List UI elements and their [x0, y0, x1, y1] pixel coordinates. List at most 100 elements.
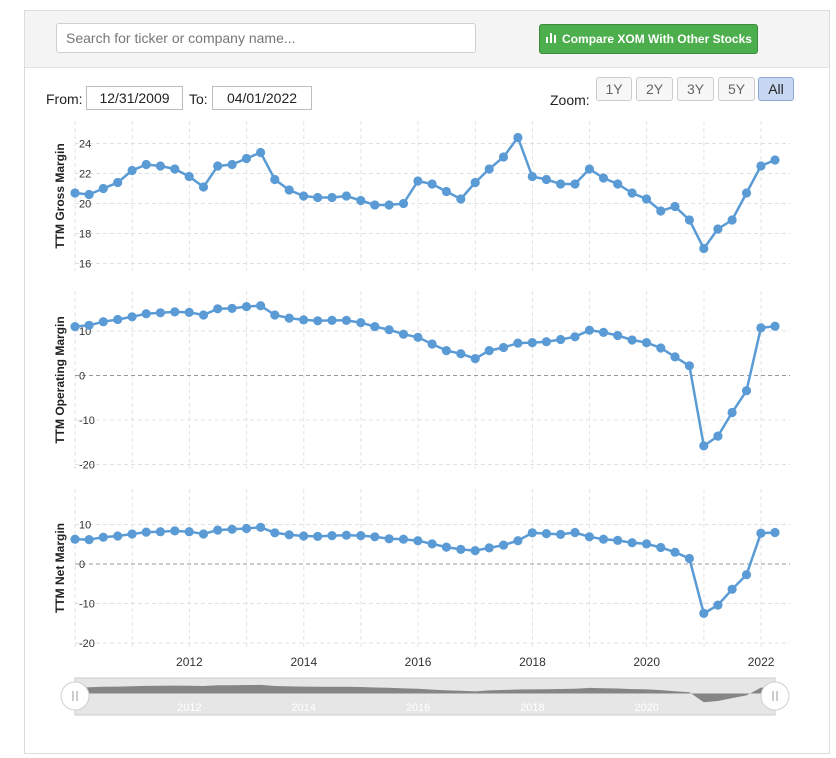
compare-stocks-button[interactable]: Compare XOM With Other Stocks: [539, 24, 758, 54]
navigator: 2012 2014 2016 2018 2020: [60, 677, 790, 716]
data-point: [456, 349, 466, 359]
data-point: [470, 546, 480, 556]
data-point: [570, 179, 580, 189]
navigator-left-handle[interactable]: [60, 681, 90, 711]
data-point: [170, 307, 180, 317]
data-point: [241, 523, 252, 534]
x-tick-label: 2022: [748, 655, 775, 669]
data-point: [98, 532, 108, 542]
data-point: [727, 584, 737, 594]
data-point: [384, 200, 394, 210]
data-point: [541, 337, 552, 347]
data-point: [527, 338, 537, 348]
data-point: [184, 527, 194, 537]
data-point: [584, 164, 595, 174]
data-point: [684, 553, 695, 564]
data-point: [270, 174, 280, 185]
y-axis-label: TTM Net Margin: [53, 523, 67, 613]
data-point: [141, 527, 151, 537]
search-input[interactable]: [56, 23, 476, 53]
y-tick-label: 24: [79, 139, 91, 151]
data-point: [299, 191, 309, 201]
data-point: [127, 529, 137, 539]
data-point: [84, 535, 94, 545]
data-point: [227, 303, 237, 313]
data-point: [741, 188, 752, 198]
data-point: [241, 302, 252, 312]
navigator-tick-label: 2020: [634, 702, 658, 714]
data-point: [741, 386, 752, 396]
data-point: [456, 544, 466, 555]
zoom-1y-button[interactable]: 1Y: [596, 77, 632, 101]
navigator-tick-label: 2016: [406, 702, 430, 714]
data-point: [513, 536, 523, 546]
data-point: [556, 529, 566, 540]
data-point: [384, 325, 394, 335]
data-point: [198, 310, 209, 320]
from-date-input[interactable]: 12/31/2009: [86, 86, 183, 110]
data-point: [727, 215, 737, 225]
data-point: [256, 522, 266, 532]
data-point: [284, 530, 294, 540]
data-point: [541, 174, 552, 185]
data-point: [113, 531, 123, 541]
zoom-3y-button[interactable]: 3Y: [677, 77, 714, 101]
data-point: [384, 534, 394, 544]
y-tick-label: 18: [79, 229, 91, 241]
data-point: [598, 534, 609, 544]
data-point: [656, 343, 666, 353]
data-point: [170, 164, 180, 174]
y-tick-label: 0: [79, 559, 85, 571]
data-point: [299, 315, 309, 325]
data-point: [170, 526, 180, 536]
zoom-all-button[interactable]: All: [758, 77, 794, 101]
data-point: [656, 206, 666, 216]
data-point: [155, 527, 165, 537]
data-point: [184, 171, 194, 182]
data-point: [113, 177, 123, 188]
data-point: [727, 407, 737, 418]
y-axis-label: TTM Operating Margin: [53, 316, 67, 443]
zoom-2y-button[interactable]: 2Y: [636, 77, 673, 101]
data-point: [627, 188, 637, 198]
chart-widget: Compare XOM With Other Stocks: [24, 10, 830, 754]
zoom-5y-button[interactable]: 5Y: [718, 77, 755, 101]
y-tick-label: 20: [79, 199, 91, 211]
data-point: [598, 173, 609, 183]
data-point: [484, 543, 494, 553]
to-date-input[interactable]: 04/01/2022: [212, 86, 312, 110]
panel-1: 16 18 20 22 24 TTM Gross Margin: [53, 132, 790, 271]
data-point: [613, 330, 623, 341]
data-point: [413, 332, 423, 342]
data-point: [270, 528, 280, 538]
data-point: [713, 224, 723, 234]
data-point: [699, 608, 709, 619]
navigator-area: [75, 684, 775, 703]
navigator-right-handle[interactable]: [760, 681, 790, 711]
data-point: [641, 338, 652, 348]
data-point: [341, 191, 351, 201]
y-axis-label: TTM Gross Margin: [53, 143, 67, 248]
data-point: [584, 532, 595, 542]
data-point: [670, 201, 680, 212]
data-point: [299, 531, 309, 541]
data-point: [684, 215, 695, 225]
series-line: [74, 134, 776, 251]
data-point: [313, 316, 323, 326]
data-point: [498, 342, 509, 353]
data-point: [641, 539, 652, 549]
data-point: [641, 194, 652, 204]
data-point: [341, 530, 351, 540]
to-label: To:: [189, 91, 208, 107]
data-point: [284, 313, 294, 323]
data-point: [427, 179, 437, 189]
data-point: [441, 542, 451, 552]
data-point: [341, 315, 351, 325]
data-point: [756, 161, 766, 171]
data-point: [670, 547, 680, 557]
data-point: [356, 318, 366, 328]
data-point: [527, 171, 537, 182]
data-point: [484, 346, 494, 356]
data-point: [470, 354, 480, 364]
data-point: [613, 179, 623, 189]
